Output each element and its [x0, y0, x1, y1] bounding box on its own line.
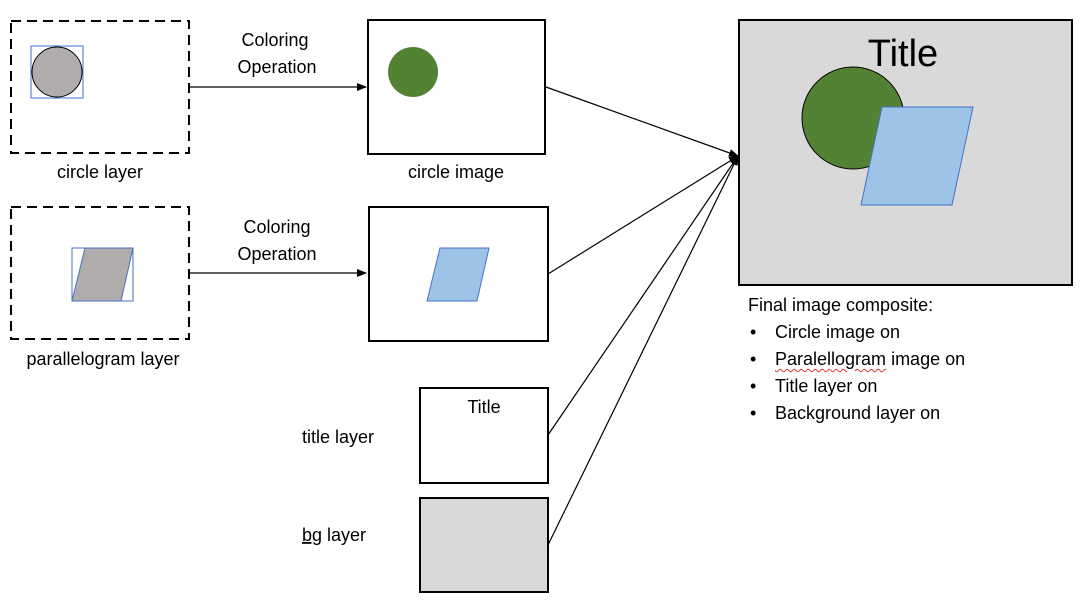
- composite-list-item-parallelogram-rest: image on: [886, 349, 966, 369]
- composite-heading: Final image composite:: [748, 295, 934, 315]
- bg-layer-box: [419, 497, 549, 593]
- circle-image-label: circle image: [408, 162, 504, 182]
- composite-arrow-from-title-layer: [547, 155, 739, 436]
- composite-description: Final image composite: Circle image on P…: [748, 292, 1068, 427]
- parallelogram-layer-shape: [71, 247, 134, 302]
- bg-layer-label: bg layer: [302, 525, 366, 545]
- composite-list-item-parallelogram: Paralellogram image on: [748, 346, 1068, 373]
- composite-list-item-parallelogram-word: Paralellogram: [775, 349, 887, 369]
- parallelogram-image-shape: [426, 247, 490, 302]
- title-layer-label: title layer: [302, 427, 374, 447]
- composite-layer-list: Circle image on Paralellogram image on T…: [748, 319, 1068, 427]
- bg-layer-label-part2: layer: [322, 525, 366, 545]
- composite-list-item-background: Background layer on: [748, 400, 1068, 427]
- title-layer-box: [419, 387, 549, 484]
- composite-arrow-from-circle-image: [545, 86, 739, 157]
- circle-image-shape: [388, 47, 438, 97]
- parallelogram-layer-label: parallelogram layer: [26, 349, 179, 369]
- circle-layer-label: circle layer: [57, 162, 143, 182]
- composite-title: Title: [868, 33, 938, 75]
- composite-list-item-circle: Circle image on: [748, 319, 1068, 346]
- composite-arrow-from-bg-layer: [547, 155, 739, 546]
- coloring-operation-top-line1: Coloring: [241, 30, 308, 50]
- composite-list-item-title: Title layer on: [748, 373, 1068, 400]
- coloring-operation-top-line2: Operation: [237, 57, 316, 77]
- coloring-operation-bottom-line1: Coloring: [243, 217, 310, 237]
- bg-layer-label-part1: bg: [302, 525, 322, 545]
- circle-layer-shape: [31, 46, 83, 98]
- composite-arrow-from-parallelogram-image: [547, 155, 739, 275]
- coloring-operation-bottom-line2: Operation: [237, 244, 316, 264]
- circle-layer-bounding-box: [30, 45, 84, 99]
- title-layer-text: Title: [467, 397, 500, 417]
- composite-parallelogram: [860, 106, 974, 206]
